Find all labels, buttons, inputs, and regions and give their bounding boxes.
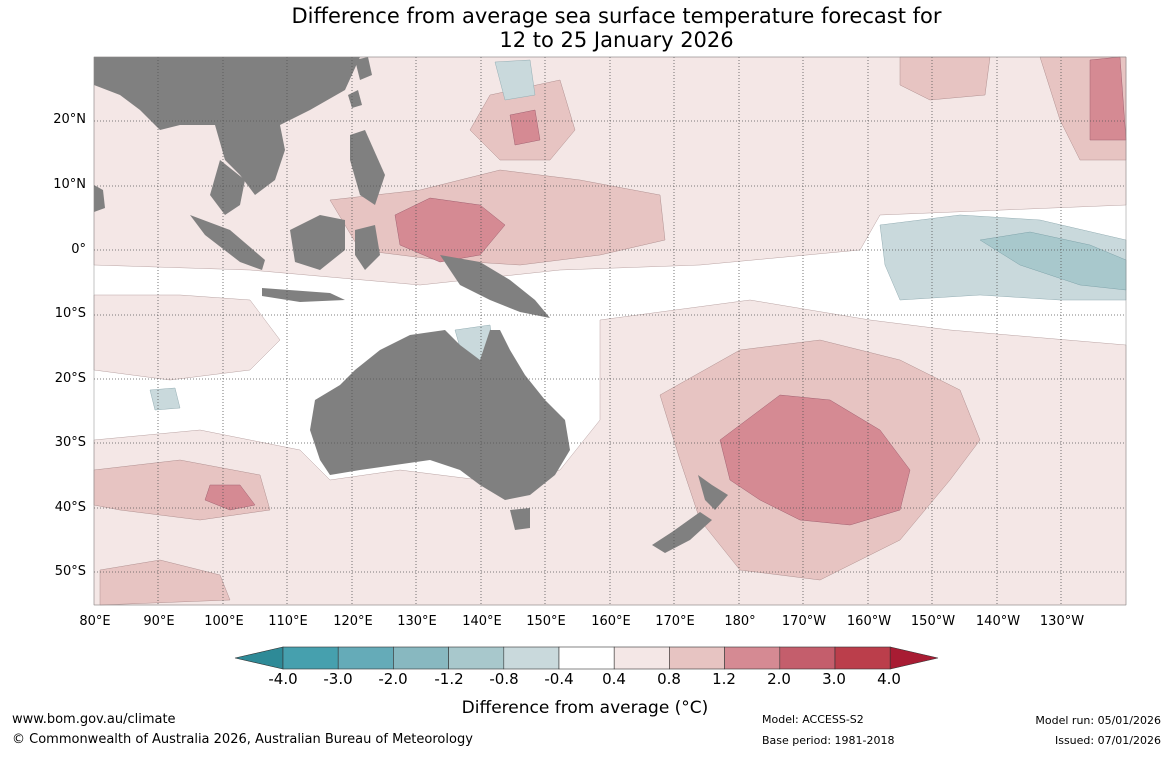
lon-label: 80°E xyxy=(79,614,111,629)
colorbar-tick: 1.2 xyxy=(712,670,736,688)
land-borneo xyxy=(290,215,345,270)
lon-label: 130°E xyxy=(397,614,437,629)
colorbar-swatch xyxy=(448,646,505,670)
title-line-1: Difference from average sea surface temp… xyxy=(291,4,942,28)
colorbar-tick: 4.0 xyxy=(877,670,901,688)
colorbar-swatch xyxy=(834,646,891,670)
lon-label: 140°W xyxy=(975,614,1021,629)
colorbar-swatch xyxy=(779,646,836,670)
lon-label: 150°E xyxy=(526,614,566,629)
colorbar-tick: 0.4 xyxy=(602,670,626,688)
land-tasmania xyxy=(510,508,530,530)
lon-label: 100°E xyxy=(204,614,244,629)
base-period: Base period: 1981-2018 xyxy=(762,734,895,747)
colorbar-swatch xyxy=(282,646,339,670)
lon-label: 110°E xyxy=(268,614,308,629)
colorbar-tick: 2.0 xyxy=(767,670,791,688)
lon-label: 130°W xyxy=(1039,614,1085,629)
lat-label: 20°S xyxy=(54,371,86,386)
land-japan xyxy=(355,57,372,80)
warm-anomaly-strong xyxy=(204,484,256,511)
land-taiwan xyxy=(348,90,362,108)
colorbar-tick: 0.8 xyxy=(657,670,681,688)
colorbar-swatch xyxy=(337,646,394,670)
land-nz-south xyxy=(652,512,712,553)
warm-anomaly-strong xyxy=(1089,56,1127,141)
copyright-text: © Commonwealth of Australia 2026, Austra… xyxy=(12,732,473,747)
colorbar-tick: -3.0 xyxy=(323,670,353,688)
lon-label: 140°E xyxy=(462,614,502,629)
lat-label: 50°S xyxy=(54,564,86,579)
map-border xyxy=(93,56,1127,606)
lon-label: 120°E xyxy=(333,614,373,629)
website-link[interactable]: www.bom.gov.au/climate xyxy=(12,712,176,727)
warm-anomaly-strong xyxy=(394,197,506,263)
colorbar-tick: -2.0 xyxy=(378,670,408,688)
lat-label: 20°N xyxy=(53,112,86,127)
warm-anomaly-medium xyxy=(99,559,231,606)
colorbar-swatch xyxy=(669,646,725,670)
lat-label: 40°S xyxy=(54,500,86,515)
lon-label: 160°E xyxy=(591,614,631,629)
lon-label: 160°W xyxy=(846,614,892,629)
title-line-2: 12 to 25 January 2026 xyxy=(499,28,734,52)
colorbar-min-arrow xyxy=(234,646,284,670)
lon-label: 170°E xyxy=(655,614,695,629)
cool-anomaly-light xyxy=(494,59,536,101)
colorbar-swatch xyxy=(724,646,781,670)
warm-anomaly-strong xyxy=(509,109,541,146)
graticule xyxy=(94,57,1126,605)
colorbar-tick: -1.2 xyxy=(434,670,464,688)
lat-label: 30°S xyxy=(54,435,86,450)
colorbar-swatch xyxy=(503,646,560,670)
model-name: Model: ACCESS-S2 xyxy=(762,713,864,726)
colorbar-tick: -0.4 xyxy=(544,670,574,688)
colorbar xyxy=(234,646,939,670)
colorbar-title: Difference from average (°C) xyxy=(461,698,709,718)
warm-anomaly-light xyxy=(93,294,281,381)
colorbar-tick: -4.0 xyxy=(268,670,298,688)
lon-label: 170°W xyxy=(781,614,827,629)
model-run-date: Model run: 05/01/2026 xyxy=(1035,714,1161,727)
land-asia xyxy=(94,57,360,195)
lat-label: 10°N xyxy=(53,177,86,192)
chart-title: Difference from average sea surface temp… xyxy=(0,4,1173,52)
colorbar-swatch xyxy=(613,646,670,670)
colorbar-tick: -0.8 xyxy=(489,670,519,688)
land-masses xyxy=(94,57,728,553)
lon-label: 90°E xyxy=(143,614,175,629)
colorbar-swatch xyxy=(558,646,615,670)
warm-anomaly-strong xyxy=(719,394,911,526)
lat-label: 0° xyxy=(71,242,86,257)
land-australia xyxy=(310,330,570,500)
colorbar-max-arrow xyxy=(889,646,939,670)
colorbar-tick: 3.0 xyxy=(822,670,846,688)
land-sri-lanka xyxy=(94,185,105,212)
land-nz-north xyxy=(698,475,728,510)
issued-date: Issued: 07/01/2026 xyxy=(1054,734,1161,747)
lat-label: 10°S xyxy=(54,306,86,321)
land-new-guinea xyxy=(440,255,550,318)
lon-label: 180° xyxy=(724,614,756,629)
cool-anomaly-light xyxy=(149,387,181,411)
land-indochina xyxy=(210,160,245,215)
land-sulawesi xyxy=(355,225,380,270)
colorbar-swatch xyxy=(393,646,449,670)
land-sumatra xyxy=(190,215,265,270)
land-java xyxy=(262,288,345,302)
lon-label: 150°W xyxy=(910,614,956,629)
